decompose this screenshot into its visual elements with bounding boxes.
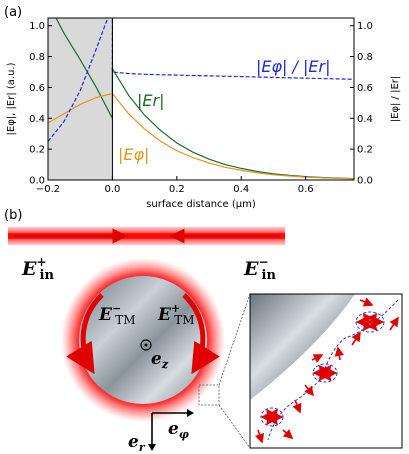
er-curve-label: |Er| xyxy=(137,91,164,110)
ratio-curve-label: |Eφ| / |Er| xyxy=(256,57,330,76)
ez-label: ez xyxy=(151,349,169,371)
x-axis-label: surface distance (μm) xyxy=(146,199,256,210)
y-tick-label-right: 0.0 xyxy=(357,176,373,187)
y-tick-label-left: 0.6 xyxy=(29,83,45,94)
y-axis-label-left: |Eφ|, |Er| (a.u.) xyxy=(6,62,17,135)
panel-a-label: (a) xyxy=(4,5,22,20)
ez-symbol xyxy=(140,339,152,351)
tm-plus-arrow xyxy=(182,293,220,375)
e-in-plus-label: E+ in xyxy=(21,255,54,283)
x-tick-label: 0.6 xyxy=(298,184,314,195)
ephi-curve-label: |Eφ| xyxy=(118,145,149,164)
x-tick-label: 0.2 xyxy=(169,184,185,195)
local-basis xyxy=(148,409,194,451)
x-tick-label: 0.4 xyxy=(233,184,249,195)
x-tick-label: −0.2 xyxy=(36,184,60,195)
chart-a: −0.2 0.0 0.2 0.4 0.60.0 0.00.2 0.20.4 0.40.6 0.6… xyxy=(29,17,373,195)
y-axis-label-right: |Eφ| / |Er| xyxy=(390,76,401,123)
series-line-1 xyxy=(48,92,354,180)
y-tick-label-left: 0.2 xyxy=(29,145,45,156)
y-tick-label-right: 1.0 xyxy=(357,21,373,32)
microsphere xyxy=(61,258,225,422)
tm-minus-arrow xyxy=(66,293,104,375)
ephi-basis-label: eφ xyxy=(168,419,189,441)
y-tick-label-left: 1.0 xyxy=(29,21,45,32)
y-tick-label-left: 0.0 xyxy=(29,176,45,187)
y-tick-label-left: 0.8 xyxy=(29,52,45,63)
e-tm-minus-label: E− TM xyxy=(98,302,135,327)
series-line-2 xyxy=(48,18,354,142)
zoom-inset xyxy=(249,293,403,449)
e-in-minus-label: E− in xyxy=(243,255,276,283)
x-tick-label: 0.0 xyxy=(104,184,120,195)
e-tm-plus-label: E+ TM xyxy=(157,302,194,327)
zoom-region-marker xyxy=(198,384,220,406)
y-tick-label-right: 0.8 xyxy=(357,52,373,63)
waveguide xyxy=(8,227,285,245)
y-tick-label-right: 0.4 xyxy=(357,114,373,125)
panel-b-label: (b) xyxy=(4,208,22,223)
er-basis-label: er xyxy=(128,432,146,454)
plot-frame xyxy=(47,17,355,181)
y-tick-label-left: 0.4 xyxy=(29,114,45,125)
y-tick-label-right: 0.2 xyxy=(357,145,373,156)
y-tick-label-right: 0.6 xyxy=(357,83,373,94)
